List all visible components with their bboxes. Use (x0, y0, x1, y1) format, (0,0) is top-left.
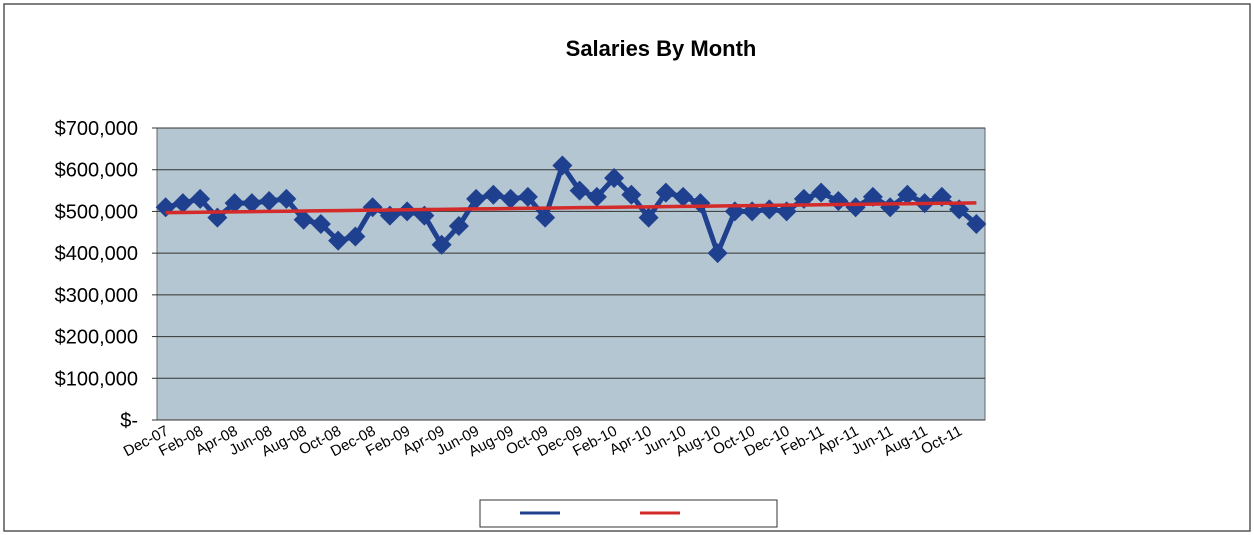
marker (517, 186, 538, 207)
y-tick-label: $500,000 (55, 201, 138, 223)
marker (862, 186, 883, 207)
y-tick-label: $300,000 (55, 285, 138, 307)
marker (500, 188, 521, 209)
marker (328, 230, 349, 251)
y-tick-label: $- (120, 410, 138, 432)
marker (655, 182, 676, 203)
marker (431, 234, 452, 255)
marker (483, 184, 504, 205)
marker (811, 182, 832, 203)
marker (345, 226, 366, 247)
marker (569, 180, 590, 201)
marker (707, 243, 728, 264)
marker (241, 193, 262, 214)
marker (604, 168, 625, 189)
marker (293, 209, 314, 230)
chart-title: Salaries By Month (566, 36, 757, 61)
marker (448, 216, 469, 237)
marker (276, 188, 297, 209)
marker (310, 213, 331, 234)
y-tick-label: $100,000 (55, 368, 138, 390)
marker (673, 186, 694, 207)
marker (466, 188, 487, 209)
marker (172, 193, 193, 214)
marker (190, 188, 211, 209)
y-tick-label: $400,000 (55, 243, 138, 265)
marker (586, 186, 607, 207)
marker (259, 191, 280, 211)
marker (845, 197, 866, 218)
marker (362, 197, 383, 218)
marker (638, 207, 659, 228)
marker (897, 184, 918, 205)
y-tick-label: $200,000 (55, 327, 138, 349)
marker (224, 193, 245, 214)
y-tick-label: $700,000 (55, 118, 138, 140)
plot-area (156, 127, 986, 421)
marker (690, 193, 711, 214)
marker (621, 184, 642, 205)
marker (966, 213, 987, 234)
marker (535, 207, 556, 228)
marker (552, 155, 573, 176)
trend-line (165, 201, 977, 215)
y-tick-label: $600,000 (55, 160, 138, 182)
